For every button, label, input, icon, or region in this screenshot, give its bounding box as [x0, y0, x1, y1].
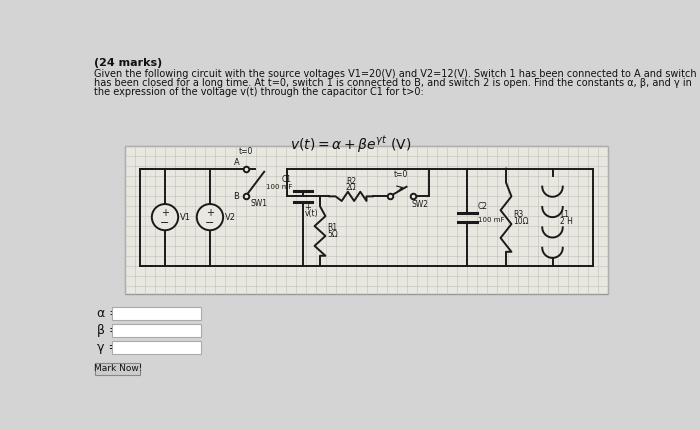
Bar — [112, 307, 202, 320]
Circle shape — [197, 204, 223, 230]
Text: 100 mF: 100 mF — [265, 184, 292, 190]
Text: $v(t) = \alpha + \beta e^{\gamma t}\ \mathrm{(V)}$: $v(t) = \alpha + \beta e^{\gamma t}\ \ma… — [290, 135, 412, 155]
Text: C2: C2 — [478, 202, 488, 211]
Text: A: A — [234, 158, 239, 167]
Text: 5Ω: 5Ω — [327, 230, 337, 240]
Text: the expression of the voltage v(t) through the capacitor C1 for t>0:: the expression of the voltage v(t) throu… — [94, 87, 424, 97]
Text: has been closed for a long time. At t=0, switch 1 is connected to B, and switch : has been closed for a long time. At t=0,… — [94, 78, 692, 88]
Text: v(t): v(t) — [304, 209, 318, 218]
Text: α =: α = — [97, 307, 120, 320]
Text: (24 marks): (24 marks) — [94, 58, 162, 68]
Circle shape — [152, 204, 178, 230]
Text: t=0: t=0 — [394, 170, 409, 179]
Text: γ =: γ = — [97, 341, 119, 354]
Text: −: − — [205, 218, 215, 227]
Text: +: + — [304, 203, 312, 212]
Bar — [112, 324, 202, 337]
Text: 2Ω: 2Ω — [346, 183, 356, 192]
Text: L1: L1 — [560, 209, 569, 218]
Text: +: + — [206, 208, 214, 218]
Text: C1: C1 — [282, 175, 292, 184]
Text: Mark Now!: Mark Now! — [94, 364, 142, 373]
Text: 10Ω: 10Ω — [513, 216, 528, 225]
Text: R2: R2 — [346, 177, 356, 186]
Text: R1: R1 — [327, 224, 337, 233]
Text: β =: β = — [97, 324, 120, 337]
Text: V2: V2 — [225, 213, 236, 221]
Text: Given the following circuit with the source voltages V1=20(V) and V2=12(V). Swit: Given the following circuit with the sou… — [94, 68, 700, 79]
Bar — [112, 341, 202, 354]
Text: 2 H: 2 H — [560, 216, 573, 225]
Text: SW2: SW2 — [412, 200, 428, 209]
Text: B: B — [234, 192, 239, 201]
Text: SW1: SW1 — [251, 200, 267, 209]
Bar — [95, 362, 140, 375]
Text: V1: V1 — [180, 213, 190, 221]
Text: R3: R3 — [513, 209, 523, 218]
Bar — [125, 145, 608, 294]
Text: +: + — [161, 208, 169, 218]
Text: −: − — [160, 218, 169, 227]
Text: t=0: t=0 — [239, 147, 253, 157]
Text: 100 mF: 100 mF — [478, 217, 505, 223]
